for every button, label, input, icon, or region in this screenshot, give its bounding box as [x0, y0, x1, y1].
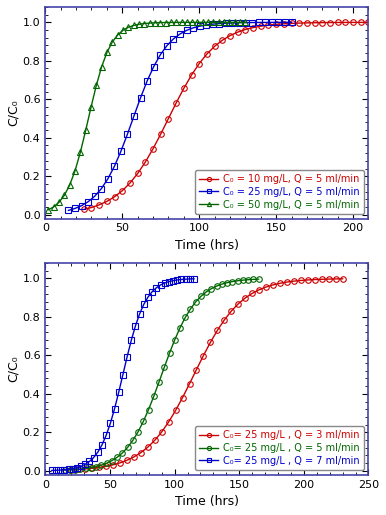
Text: (a): (a)	[328, 188, 346, 201]
Y-axis label: C/C₀: C/C₀	[7, 355, 20, 382]
X-axis label: Time (hrs): Time (hrs)	[175, 239, 239, 252]
Text: (b): (b)	[328, 445, 346, 458]
X-axis label: Time (hrs): Time (hrs)	[175, 495, 239, 508]
Legend: C₀ = 10 mg/L, Q = 5 ml/min, C₀ = 25 mg/L, Q = 5 ml/min, C₀ = 50 mg/L, Q = 5 ml/m: C₀ = 10 mg/L, Q = 5 ml/min, C₀ = 25 mg/L…	[195, 170, 364, 214]
Y-axis label: C/C₀: C/C₀	[7, 99, 20, 126]
Legend: C₀= 25 mg/L , Q = 3 ml/min, C₀= 25 mg/L , Q = 5 ml/min, C₀= 25 mg/L , Q = 7 ml/m: C₀= 25 mg/L , Q = 3 ml/min, C₀= 25 mg/L …	[195, 426, 364, 470]
